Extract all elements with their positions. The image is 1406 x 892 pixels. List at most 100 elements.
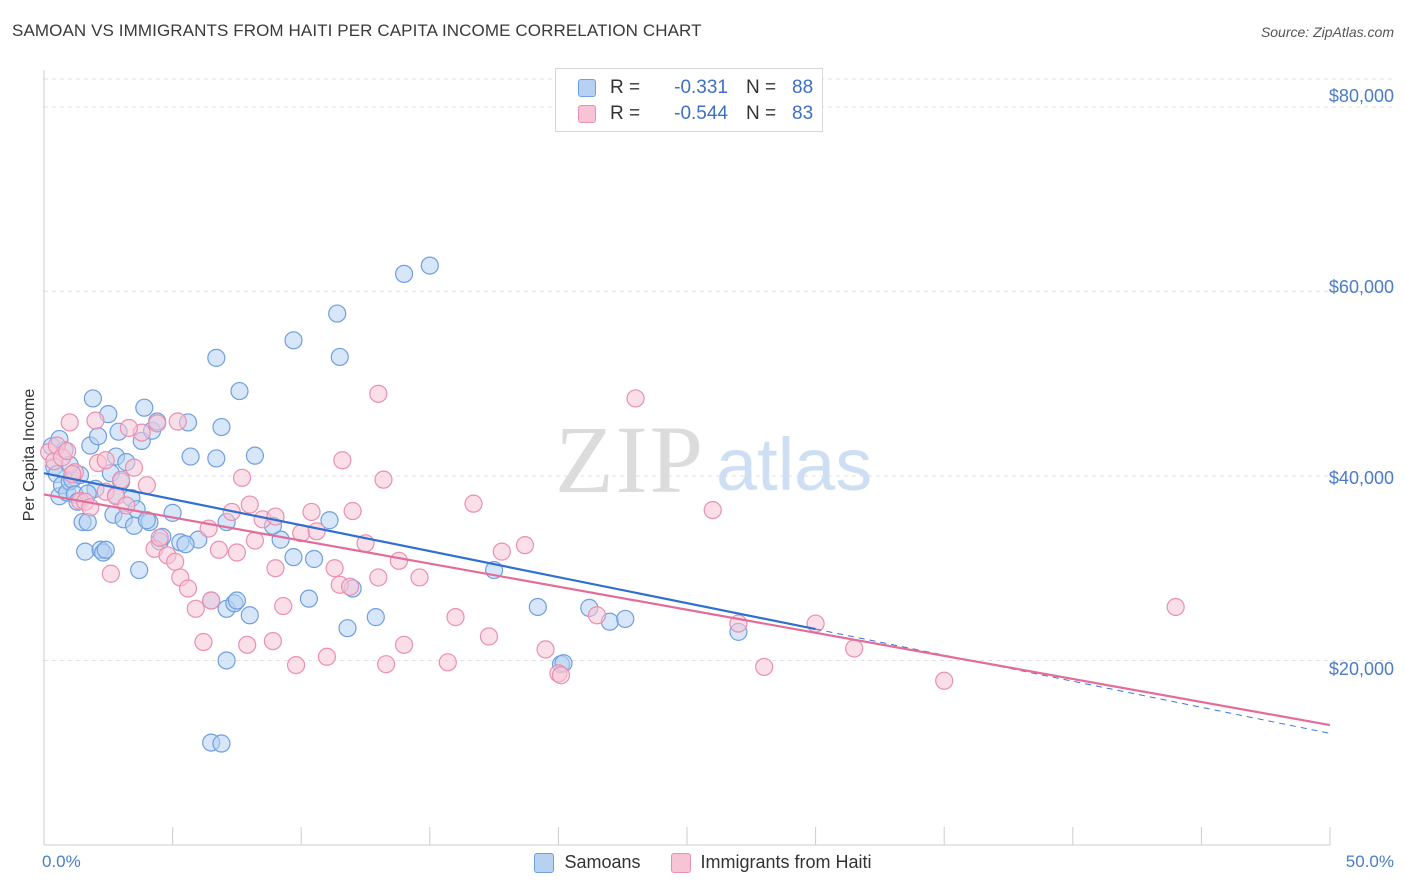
watermark-zip: ZIP: [555, 406, 705, 513]
data-point: [217, 651, 236, 670]
trendline-samoans-extension: [815, 628, 1331, 734]
series-swatch-haiti: [670, 852, 691, 873]
data-point: [112, 470, 131, 489]
data-point: [212, 734, 231, 753]
data-point: [194, 632, 213, 652]
data-point: [394, 635, 414, 654]
series-legend: Samoans Immigrants from Haiti: [0, 852, 1406, 873]
legend-n-value: 88: [792, 77, 814, 98]
data-point: [166, 552, 185, 571]
data-point: [245, 531, 265, 550]
watermark: ZIP atlas: [555, 406, 872, 513]
y-tick-20000: $20,000: [1328, 659, 1394, 679]
data-point: [755, 657, 774, 677]
data-point: [240, 606, 259, 625]
data-point: [307, 522, 326, 541]
data-point: [317, 647, 337, 666]
data-point: [376, 655, 396, 674]
data-point: [96, 451, 115, 470]
data-point: [186, 599, 205, 618]
data-point: [536, 640, 555, 659]
data-point: [333, 451, 352, 470]
data-point: [176, 535, 195, 554]
data-point: [238, 635, 257, 654]
x-tick-max: 50.0%: [1345, 852, 1394, 871]
legend-n-label: N =: [746, 103, 777, 124]
data-point: [369, 568, 388, 587]
data-point: [438, 653, 457, 672]
trendline-haiti: [43, 493, 1331, 727]
data-point: [464, 494, 483, 513]
legend-swatch-samoans: [578, 79, 596, 97]
data-point: [207, 348, 226, 367]
data-point: [88, 427, 108, 446]
data-point: [168, 412, 187, 431]
data-point: [330, 347, 349, 367]
data-point: [374, 470, 393, 489]
data-point: [83, 389, 102, 408]
data-point: [124, 458, 144, 477]
data-point: [299, 589, 319, 608]
data-point: [230, 381, 249, 401]
data-point: [209, 540, 228, 559]
chart-title: SAMOAN VS IMMIGRANTS FROM HAITI PER CAPI…: [12, 21, 702, 40]
data-point: [551, 666, 571, 685]
data-point: [616, 609, 635, 629]
trendlines: [43, 472, 1331, 734]
legend-r-value: -0.331: [674, 77, 728, 98]
data-point: [320, 511, 339, 530]
watermark-atlas: atlas: [716, 423, 872, 506]
data-point: [78, 512, 97, 532]
data-point: [263, 632, 283, 651]
data-point: [703, 500, 722, 520]
data-point: [137, 511, 156, 530]
series-legend-samoans[interactable]: Samoans: [534, 852, 641, 873]
correlation-legend: R = -0.331 N = 88 R = -0.544 N = 83: [555, 68, 823, 132]
data-point: [935, 671, 954, 690]
data-point: [232, 468, 252, 487]
chart-source: Source: ZipAtlas.com: [1260, 24, 1394, 40]
data-point: [86, 411, 105, 430]
legend-r-value: -0.544: [674, 103, 728, 124]
data-point: [117, 496, 136, 515]
data-point: [304, 549, 324, 569]
data-point: [240, 495, 259, 514]
data-point: [58, 441, 77, 461]
legend-r-label: R =: [610, 77, 641, 98]
legend-n-label: N =: [746, 77, 777, 98]
data-point: [284, 331, 303, 350]
data-point: [207, 449, 226, 468]
trendline-samoans: [43, 472, 816, 631]
data-point: [410, 568, 429, 587]
data-point: [227, 543, 246, 562]
series-label-samoans: Samoans: [564, 852, 641, 872]
series-legend-haiti[interactable]: Immigrants from Haiti: [670, 852, 872, 873]
data-point: [479, 627, 499, 646]
data-point: [528, 597, 547, 617]
data-point: [1166, 597, 1185, 617]
data-point: [369, 384, 388, 403]
data-point: [328, 304, 347, 323]
data-point: [202, 591, 221, 610]
data-point: [389, 551, 409, 570]
legend-row-haiti: R = -0.544 N = 83: [578, 102, 813, 126]
data-point: [343, 501, 362, 521]
legend-n-value: 83: [792, 103, 814, 124]
data-point: [245, 446, 265, 465]
data-point: [119, 418, 138, 438]
data-point: [130, 560, 149, 580]
data-point: [178, 579, 198, 598]
series-swatch-samoans: [534, 852, 555, 873]
data-point: [302, 502, 321, 522]
series-label-haiti: Immigrants from Haiti: [700, 852, 872, 872]
data-point: [845, 639, 864, 658]
data-point: [366, 608, 385, 627]
legend-r-label: R =: [610, 103, 641, 124]
y-tick-40000: $40,000: [1328, 468, 1394, 488]
data-point: [340, 577, 360, 596]
data-point: [420, 256, 439, 275]
data-point: [394, 264, 414, 283]
y-tick-80000: $80,000: [1328, 86, 1394, 106]
x-tick-min: 0.0%: [42, 852, 81, 871]
data-point: [587, 606, 607, 625]
